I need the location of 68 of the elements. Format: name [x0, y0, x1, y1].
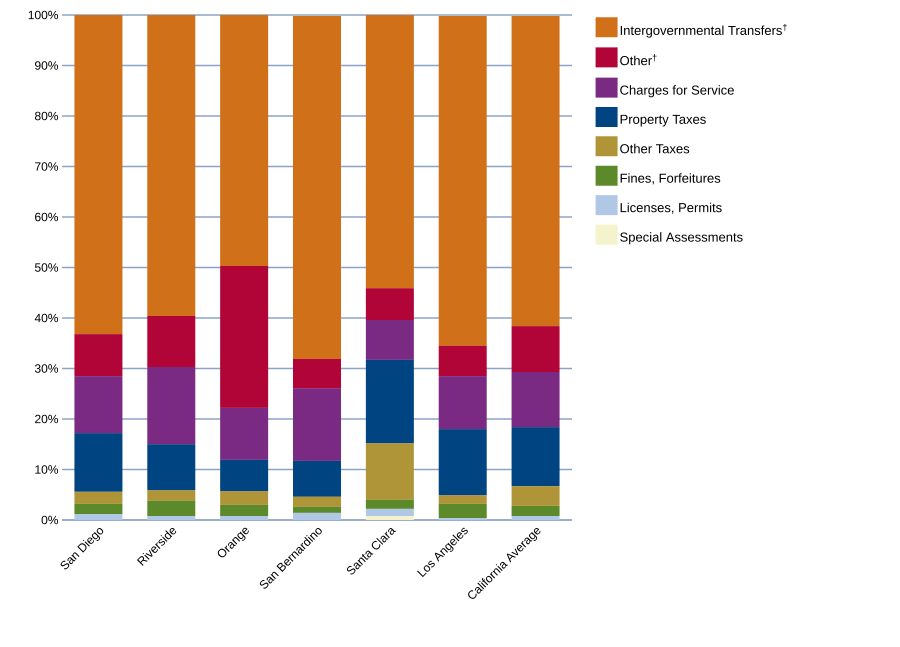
y-tick-label: 60% [35, 212, 58, 222]
bar [438, 429, 487, 496]
y-tick-label: 0% [42, 516, 58, 524]
legend-label: Charges for Service [620, 85, 734, 98]
y-tick-label: 100% [28, 10, 58, 20]
bar [366, 500, 414, 509]
legend-label: Other$^{†}$ [620, 54, 657, 66]
bar [147, 500, 196, 516]
bar [366, 360, 414, 444]
bar [74, 514, 122, 520]
legend-label: Special Assessments [620, 232, 743, 244]
bar [220, 266, 268, 408]
bar [74, 334, 122, 376]
bar [512, 16, 560, 326]
bar [220, 504, 268, 516]
bar [220, 460, 268, 492]
bar [220, 408, 268, 460]
y-tick-label: 30% [34, 364, 58, 373]
bar [366, 320, 414, 360]
bar [220, 491, 268, 505]
bar [366, 288, 414, 320]
bar [438, 495, 487, 504]
bar [220, 14, 268, 266]
bar [366, 443, 414, 500]
bar [438, 504, 487, 518]
bar [438, 376, 487, 430]
bar [293, 16, 341, 359]
bar [147, 444, 196, 490]
bar [220, 516, 268, 520]
bar [438, 346, 487, 376]
y-tick-label: 70% [35, 162, 58, 171]
bar [512, 516, 560, 520]
legend-label: Licenses, Permits [620, 202, 722, 214]
bar [512, 427, 560, 486]
legend-label: Intergovernmental Transfers$^{†}$ [620, 24, 787, 38]
legend-label: Other Taxes [620, 144, 690, 154]
bar [74, 504, 122, 514]
bar [74, 14, 122, 334]
bar [293, 358, 341, 388]
y-tick-label: 80% [34, 112, 58, 120]
y-tick-label: 40% [34, 314, 58, 322]
y-tick-label: 10% [35, 465, 58, 474]
bar [147, 490, 196, 501]
y-tick-label: 20% [35, 414, 58, 424]
legend-label: Property Taxes [620, 114, 706, 126]
bar [147, 366, 196, 444]
bar [512, 506, 560, 516]
bar [74, 433, 122, 492]
bar [147, 516, 196, 520]
bar [512, 326, 560, 372]
bar [512, 372, 560, 428]
legend-label: Fines, Forfeitures [620, 173, 720, 184]
bar [147, 316, 196, 367]
bar [438, 16, 487, 346]
bar [512, 486, 560, 506]
bar [293, 506, 341, 513]
bar [293, 460, 341, 497]
y-tick-label: 90% [35, 61, 58, 70]
bar [293, 512, 341, 520]
bar [74, 376, 122, 434]
bar [147, 14, 196, 316]
y-tick-label: 50% [34, 263, 58, 272]
bar [293, 496, 341, 507]
bar [74, 492, 122, 504]
bar [293, 388, 341, 461]
bar [366, 516, 414, 520]
bar [366, 14, 414, 288]
bar [366, 508, 414, 516]
